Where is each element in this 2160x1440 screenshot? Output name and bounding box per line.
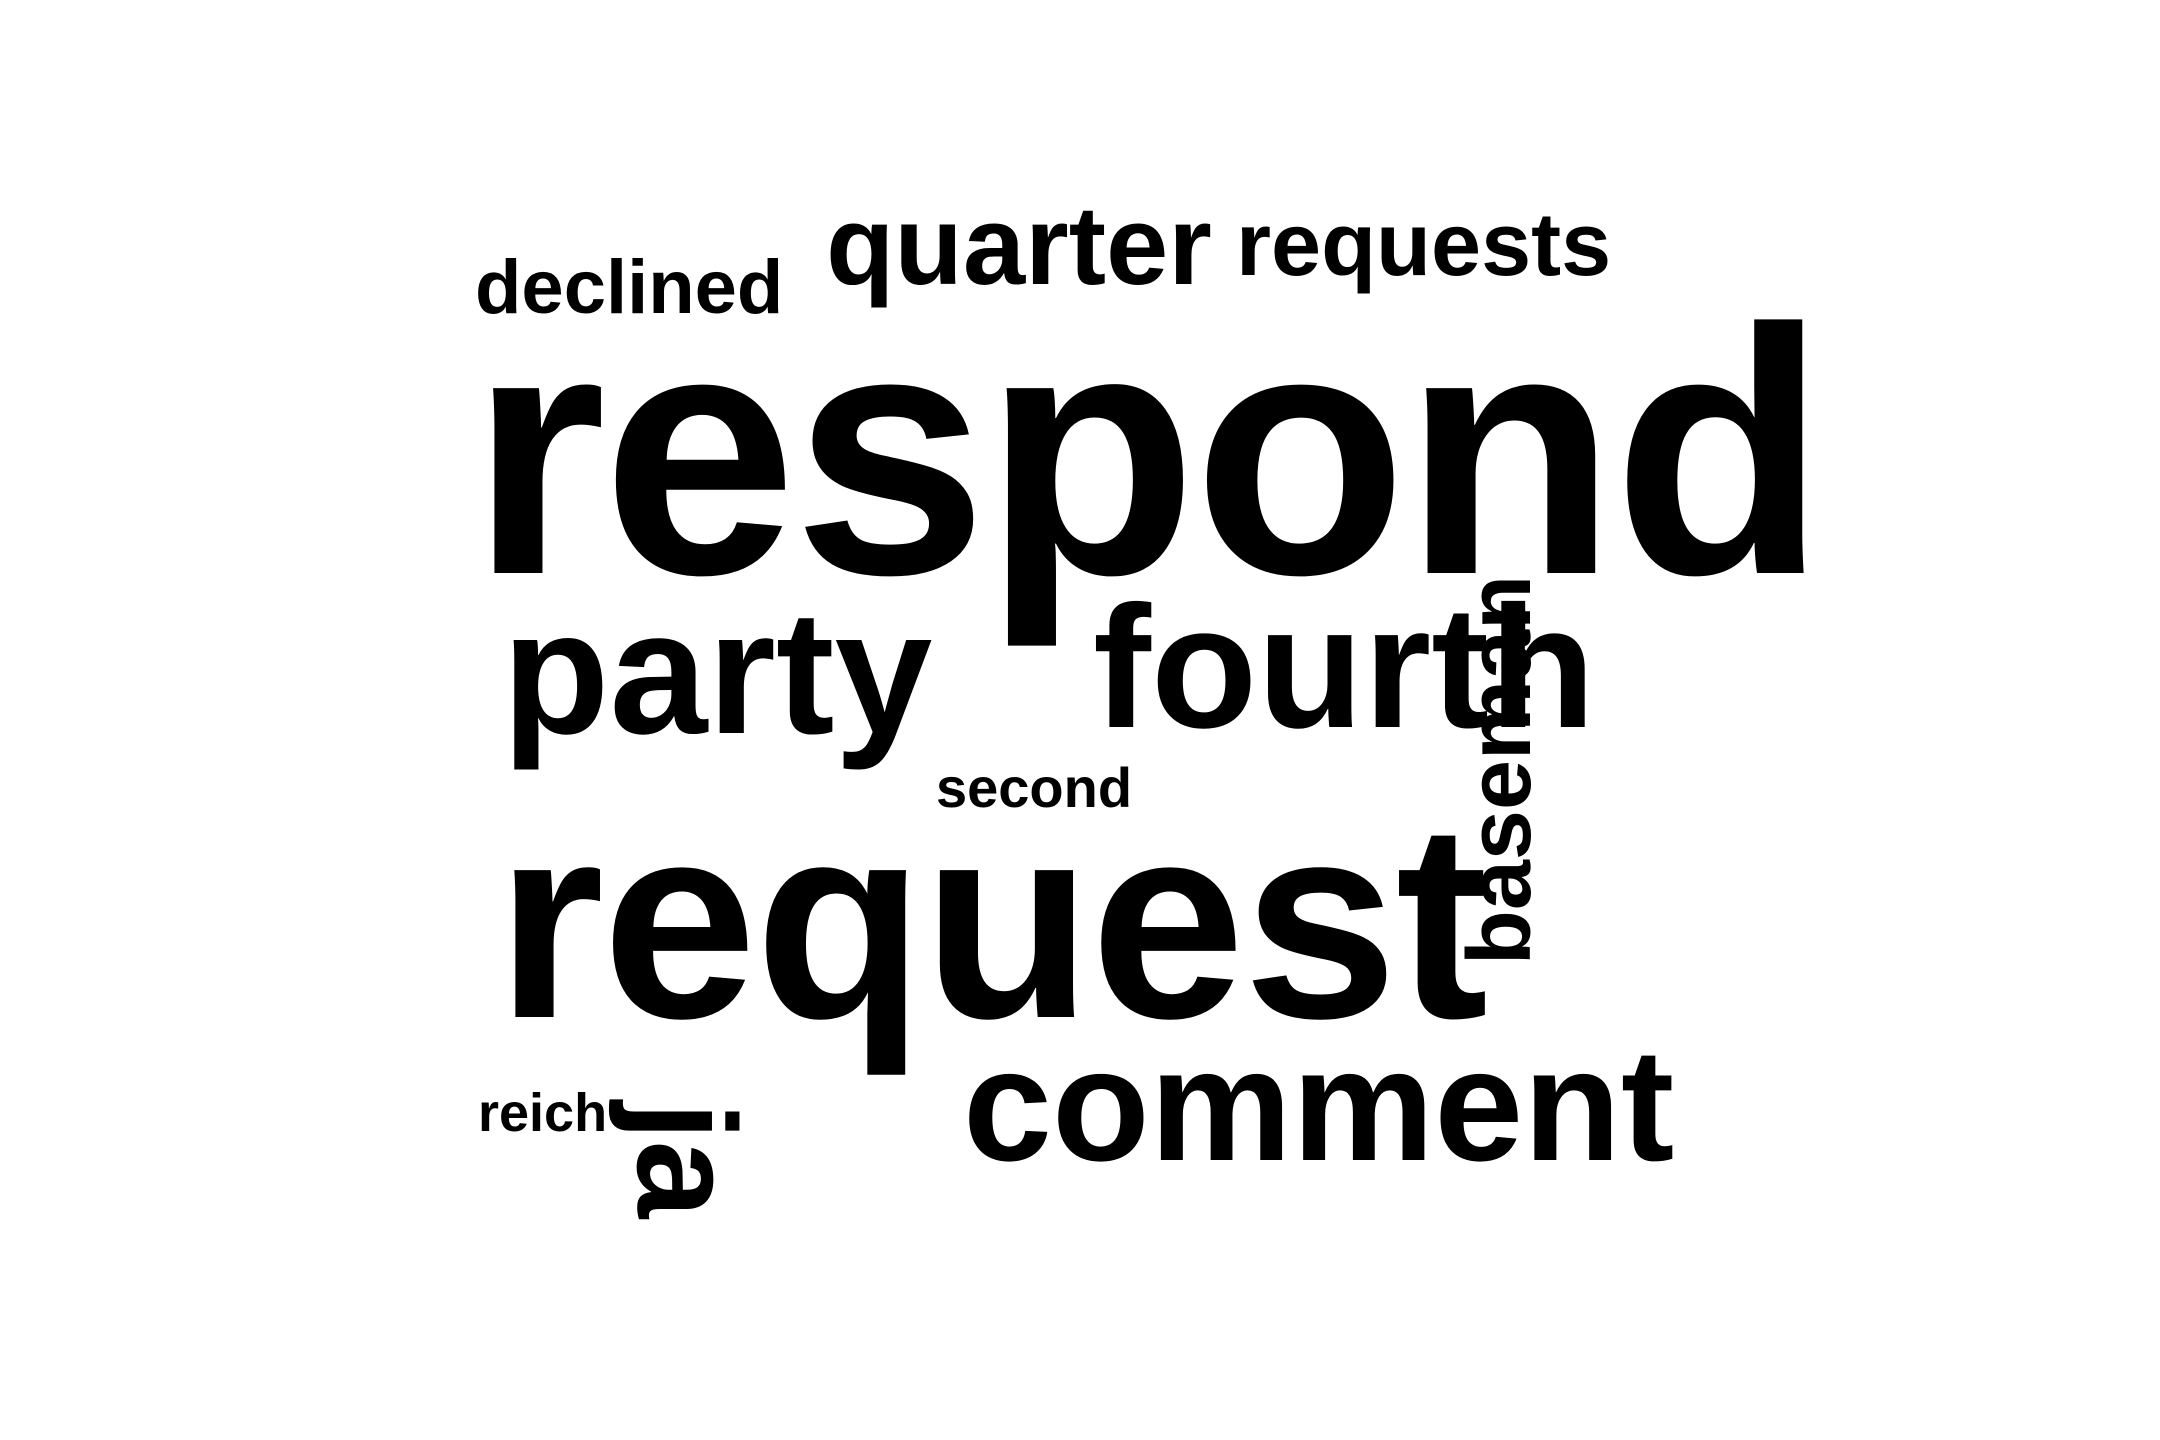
word-quarter: quarter [826,183,1212,308]
word-second: second [936,756,1133,819]
word-baseman: baseman [1450,574,1550,966]
word-requests: requests [1236,195,1612,295]
word-request: request [496,765,1488,1076]
word-reich: reich [478,1083,608,1143]
word-declined: declined [475,245,784,330]
word-comment: comment [963,1015,1675,1194]
word-party: party [502,575,933,771]
word-fourth: fourth [1093,569,1596,764]
word-ja: ja [608,1101,765,1219]
word-respond: respond [470,257,1827,648]
